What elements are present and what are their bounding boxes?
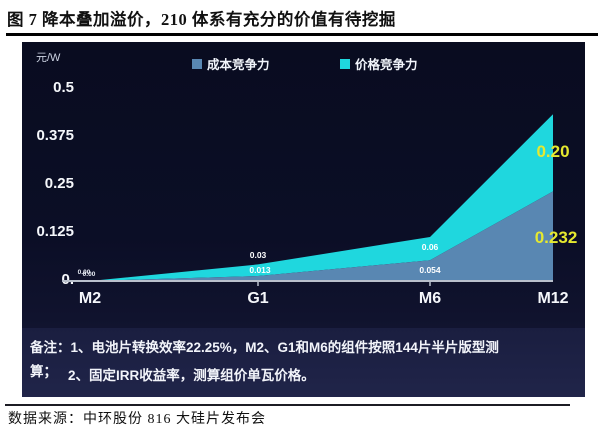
data-label-price-m6: 0.06 [421, 242, 439, 252]
data-label-cost-m2: 0.00 [77, 269, 91, 276]
x-tick-label: M2 [78, 290, 102, 307]
legend-item-price: 价格竞争力 [340, 54, 418, 73]
area-price [90, 114, 553, 281]
data-source: 数据来源：中环股份 816 大硅片发布会 [8, 412, 266, 427]
x-tick-label: G1 [247, 290, 269, 307]
area-cost [90, 191, 553, 281]
area-plot [62, 114, 553, 286]
data-label-price-g1: 0.03 [249, 250, 267, 260]
legend-label-price: 价格竞争力 [355, 58, 418, 72]
x-tick-label: M6 [418, 290, 442, 307]
data-label-cost-g1: 0.013 [249, 265, 271, 275]
y-tick: 0.25 [44, 175, 74, 192]
y-tick: 0.5 [53, 79, 74, 96]
notes-band: 备注：1、电池片转换效率22.25%，M2、G1和M6的组件按照144片半片版型… [22, 328, 585, 397]
data-label-cost-m12: 0.232 [534, 228, 578, 247]
y-axis-unit: 元/W [36, 52, 61, 64]
y-tick: 0.125 [36, 223, 74, 240]
data-label-price-m2: 0.00 [82, 271, 96, 278]
legend-item-cost: 成本竞争力 [192, 54, 270, 73]
note-line-2: 2、固定IRR收益率，测算组价单瓦价格。 [68, 368, 315, 383]
legend-swatch-cost [192, 58, 202, 69]
y-tick: 0. [61, 271, 74, 288]
legend-swatch-price [340, 58, 350, 69]
chart-panel: 成本竞争力 价格竞争力 元/W 0.5 0.375 0.25 0.125 0. … [22, 42, 585, 397]
x-tick-label: M12 [537, 290, 569, 307]
note-line-1-wrap: 算； [30, 364, 57, 379]
data-label-price-m12: 0.20 [536, 142, 570, 161]
y-tick: 0.375 [36, 127, 74, 144]
source-divider [5, 404, 570, 406]
data-label-cost-m6: 0.054 [419, 265, 441, 275]
legend-label-cost: 成本竞争力 [207, 58, 270, 72]
note-line-1: 备注：1、电池片转换效率22.25%，M2、G1和M6的组件按照144片半片版型… [30, 340, 499, 355]
figure-title: 图 7 降本叠加溢价，210 体系有充分的价值有待挖掘 [7, 10, 396, 29]
title-underline [6, 33, 598, 36]
